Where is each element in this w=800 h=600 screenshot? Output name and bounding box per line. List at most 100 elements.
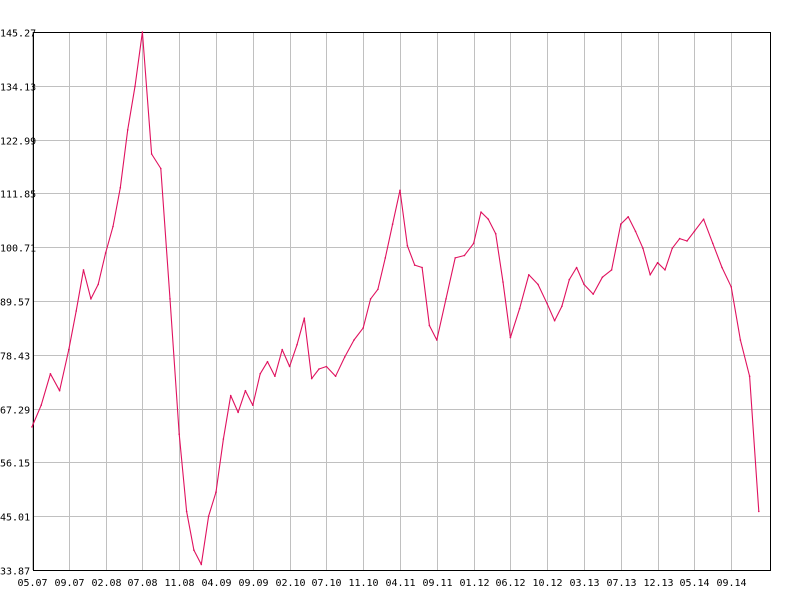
x-tick-label: 02.10: [275, 578, 305, 589]
data-point: [421, 266, 423, 269]
data-point: [325, 365, 328, 368]
y-tick-label: 78.43: [0, 352, 30, 363]
data-point: [391, 223, 394, 225]
data-point: [58, 389, 61, 392]
data-point: [178, 433, 180, 435]
y-tick-label: 134.13: [0, 83, 36, 94]
data-point: [664, 269, 666, 271]
data-point: [296, 344, 298, 346]
data-point: [620, 223, 622, 225]
data-point: [413, 264, 416, 266]
data-point: [75, 310, 77, 312]
grid: [32, 32, 770, 571]
data-point: [642, 247, 644, 249]
data-point: [537, 283, 539, 286]
series-layer: [31, 31, 760, 566]
data-point: [739, 339, 742, 341]
data-point: [274, 375, 276, 378]
data-point: [384, 257, 387, 259]
plot-frame: [33, 32, 771, 571]
data-point: [561, 305, 563, 308]
x-tick-label: 12.13: [643, 578, 673, 589]
data-point: [546, 303, 548, 305]
data-point: [568, 278, 571, 281]
y-tick-label: 56.15: [0, 459, 30, 470]
data-point: [656, 261, 659, 264]
x-tick-label: 09.11: [422, 578, 452, 589]
data-point: [494, 232, 497, 235]
data-point: [730, 286, 732, 288]
plot-area-border: [33, 32, 771, 571]
data-point: [200, 563, 203, 566]
data-point: [303, 317, 306, 320]
data-point: [649, 274, 651, 276]
x-tick-label: 04.09: [201, 578, 231, 589]
data-point: [472, 242, 475, 245]
x-tick-label: 07.08: [127, 578, 157, 589]
data-point: [229, 394, 232, 397]
x-axis-tick-labels: 05.07 09.07 02.08 07.08 11.08 04.09 09.09 02.10…: [17, 578, 746, 589]
data-point: [575, 266, 578, 269]
data-point: [463, 254, 466, 257]
data-point: [678, 237, 681, 240]
data-point: [721, 266, 723, 269]
x-tick-label: 10.12: [532, 578, 562, 589]
data-point: [207, 515, 210, 517]
x-tick-label: 06.12: [495, 578, 525, 589]
y-tick-label: 100.71: [0, 244, 36, 255]
data-point: [193, 549, 195, 551]
data-point: [112, 225, 114, 228]
data-point: [671, 247, 674, 249]
x-tick-label: 11.10: [348, 578, 378, 589]
data-point: [445, 298, 447, 300]
x-tick-label: 01.12: [459, 578, 489, 589]
data-point: [518, 307, 521, 310]
data-point: [702, 218, 705, 220]
data-point: [281, 348, 284, 351]
data-point: [97, 283, 99, 286]
data-point: [480, 211, 482, 213]
data-point: [362, 327, 365, 329]
x-tick-label: 04.11: [385, 578, 415, 589]
x-tick-label: 05.14: [679, 578, 709, 589]
y-tick-label: 111.85: [0, 190, 36, 201]
data-point: [126, 129, 129, 131]
data-point: [377, 288, 379, 291]
x-tick-label: 09.07: [54, 578, 84, 589]
data-point: [627, 216, 629, 218]
price-series-line: [31, 31, 760, 566]
data-point: [509, 336, 512, 339]
data-point: [288, 365, 291, 368]
x-tick-label: 02.08: [91, 578, 121, 589]
data-point: [553, 319, 556, 322]
data-point: [334, 375, 337, 378]
data-point: [601, 276, 604, 279]
data-point: [40, 404, 42, 407]
data-point: [318, 368, 320, 370]
data-point: [104, 252, 107, 254]
x-tick-label: 11.08: [164, 578, 194, 589]
data-point: [150, 153, 153, 155]
data-point: [610, 269, 613, 271]
data-point: [237, 411, 239, 414]
data-point: [353, 339, 355, 341]
data-point: [82, 269, 85, 271]
data-point: [31, 426, 33, 428]
data-point: [454, 257, 457, 259]
y-tick-label: 33.87: [0, 567, 30, 578]
data-point: [369, 298, 372, 300]
data-point: [528, 274, 530, 276]
data-point: [68, 348, 70, 351]
data-point: [222, 438, 225, 440]
data-point: [252, 404, 254, 407]
y-tick-label: 145.27: [0, 29, 36, 40]
data-point: [758, 510, 760, 513]
x-tick-label: 03.13: [569, 578, 599, 589]
y-axis-tick-labels: 33.87 45.01 56.15 67.29 78.43 89.57 100.71 111.…: [0, 29, 36, 578]
data-point: [686, 240, 688, 242]
data-point: [244, 389, 247, 392]
y-tick-label: 67.29: [0, 406, 30, 417]
y-tick-label: 89.57: [0, 298, 30, 309]
data-point: [259, 373, 262, 375]
data-point: [119, 187, 122, 189]
